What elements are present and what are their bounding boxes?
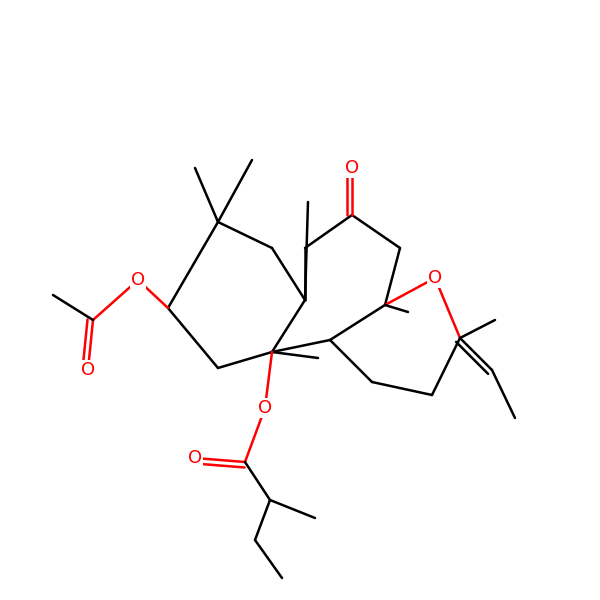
Text: O: O [258, 399, 272, 417]
Text: O: O [345, 159, 359, 177]
Text: O: O [131, 271, 145, 289]
Text: O: O [188, 449, 202, 467]
Text: O: O [81, 361, 95, 379]
Text: O: O [428, 269, 442, 287]
